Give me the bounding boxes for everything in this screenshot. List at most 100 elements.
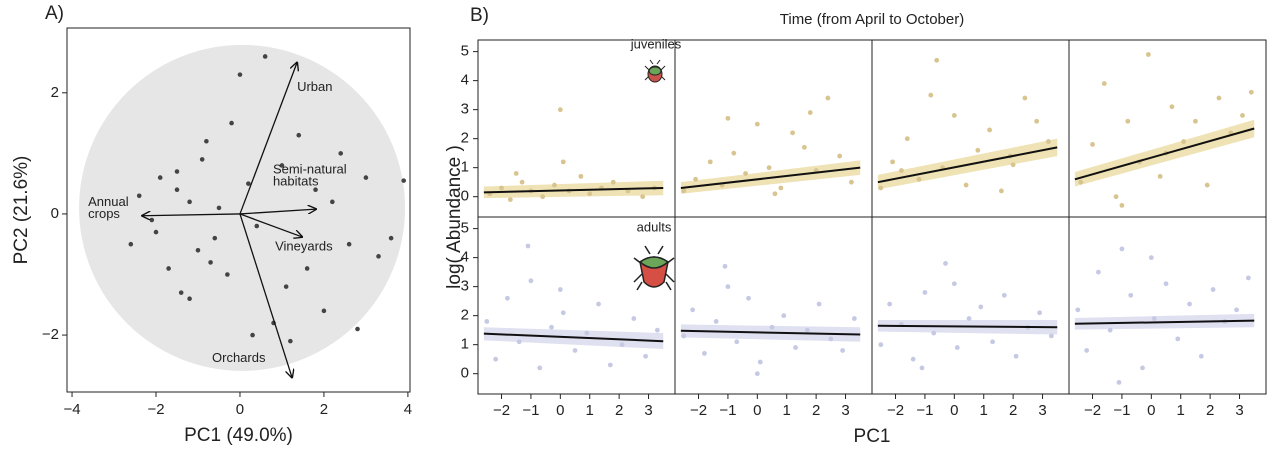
point xyxy=(1145,52,1151,57)
point xyxy=(355,326,360,332)
point xyxy=(484,319,490,324)
fit-line xyxy=(877,146,1058,184)
loading-arrow xyxy=(239,213,302,237)
point xyxy=(1148,255,1154,261)
point xyxy=(643,353,648,359)
x-tick-label: −2 xyxy=(887,402,904,419)
point xyxy=(537,365,543,371)
point xyxy=(931,330,937,336)
juvenile-bug-icon xyxy=(644,59,666,83)
point xyxy=(279,163,285,168)
point xyxy=(722,263,728,269)
x-tick-label: 0 xyxy=(753,402,761,419)
point xyxy=(572,348,578,353)
point xyxy=(1046,139,1051,144)
point xyxy=(513,171,519,176)
point xyxy=(1234,307,1239,313)
point xyxy=(928,92,934,98)
x-tick-label: 2 xyxy=(812,402,820,419)
x-tick-label: 2 xyxy=(320,401,328,418)
x-tick-label: 0 xyxy=(236,401,244,418)
point xyxy=(725,284,731,290)
point xyxy=(640,194,646,200)
point xyxy=(283,284,289,289)
point xyxy=(596,301,601,307)
point xyxy=(229,120,234,126)
point xyxy=(713,319,719,324)
point xyxy=(587,191,593,197)
point xyxy=(216,205,222,211)
point xyxy=(1157,173,1163,179)
y-tick-label: 1 xyxy=(461,159,469,176)
point xyxy=(746,295,751,301)
point xyxy=(225,272,230,277)
loading-arrow xyxy=(239,63,297,215)
point xyxy=(998,188,1004,194)
point xyxy=(899,168,904,173)
x-tick-label: −2 xyxy=(690,402,707,419)
point xyxy=(237,72,243,77)
point xyxy=(540,194,546,200)
point xyxy=(731,150,737,156)
point xyxy=(528,278,534,284)
point xyxy=(1022,95,1028,101)
loading-arrow xyxy=(142,214,240,216)
point xyxy=(1001,292,1007,298)
point xyxy=(943,261,948,266)
point xyxy=(1075,307,1081,313)
point xyxy=(963,182,969,188)
point xyxy=(954,345,960,350)
plot-frame xyxy=(66,27,411,393)
point xyxy=(910,356,916,362)
point xyxy=(499,185,504,191)
point xyxy=(1240,113,1245,118)
point xyxy=(149,217,155,223)
point xyxy=(681,333,687,339)
point xyxy=(376,254,381,259)
point xyxy=(1216,95,1222,101)
panel-frame xyxy=(871,39,1070,218)
x-tick-label: −1 xyxy=(719,402,736,419)
x-tick-label: 3 xyxy=(1235,402,1243,419)
point xyxy=(878,342,884,348)
point xyxy=(804,327,810,333)
point xyxy=(1013,353,1019,359)
point xyxy=(1048,333,1054,339)
y-tick-label: 3 xyxy=(461,101,469,118)
point xyxy=(313,187,318,193)
arrow-label: crops xyxy=(88,206,120,221)
y-tick-label: −2 xyxy=(42,326,59,343)
facet-title: Time (from April to October) xyxy=(780,11,964,28)
point xyxy=(778,185,784,191)
point xyxy=(178,290,184,295)
point xyxy=(619,342,625,348)
x-tick-label: 2 xyxy=(615,402,623,419)
point xyxy=(1128,292,1134,298)
x-tick-label: 2 xyxy=(1009,402,1017,419)
x-tick-label: 3 xyxy=(644,402,652,419)
point xyxy=(166,266,171,271)
point xyxy=(734,339,740,345)
bug-icons xyxy=(633,59,675,291)
arrow-label: Urban xyxy=(297,79,332,94)
arrow-label: Annual xyxy=(88,194,129,209)
y-tick-label: 5 xyxy=(461,43,469,60)
point xyxy=(128,241,134,247)
point xyxy=(725,115,731,121)
point xyxy=(1113,194,1119,200)
point xyxy=(654,327,660,333)
x-tick-label: 0 xyxy=(950,402,958,419)
y-tick-label: 3 xyxy=(461,278,469,295)
point xyxy=(781,313,787,319)
y-tick-label: 4 xyxy=(461,249,469,266)
point xyxy=(607,362,613,368)
y-tick-label: 2 xyxy=(461,130,469,147)
point xyxy=(262,54,268,59)
x-tick-label: −1 xyxy=(522,402,539,419)
point xyxy=(212,235,218,241)
point xyxy=(153,229,159,235)
point xyxy=(304,266,310,271)
point xyxy=(1090,142,1095,147)
point xyxy=(743,171,748,176)
point xyxy=(793,345,798,350)
